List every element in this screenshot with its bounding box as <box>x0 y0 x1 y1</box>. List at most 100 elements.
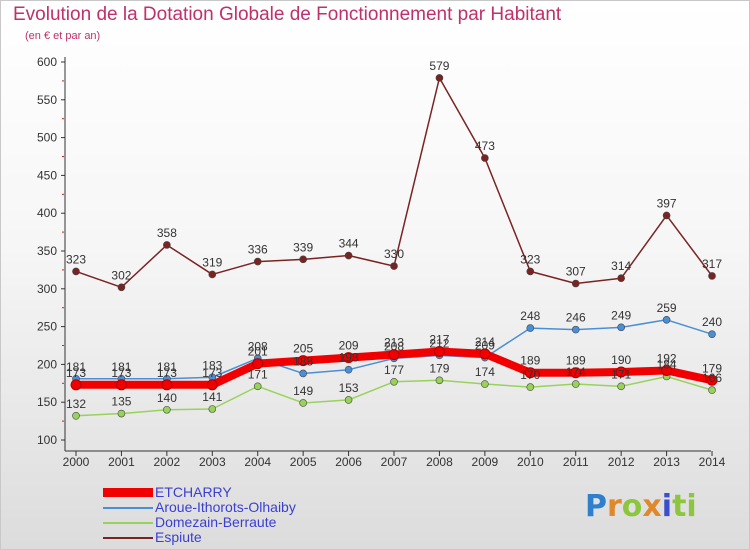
legend-label: Aroue-Ithorots-Olhaiby <box>155 499 296 515</box>
data-label: 189 <box>520 354 540 368</box>
data-label: 323 <box>520 252 540 266</box>
x-tick-label: 2009 <box>472 455 499 469</box>
data-point <box>390 262 398 270</box>
data-label: 205 <box>293 342 313 356</box>
x-tick-label: 2014 <box>699 455 726 469</box>
data-point <box>344 251 353 260</box>
data-label: 141 <box>202 390 222 404</box>
data-point <box>299 399 307 407</box>
data-label: 209 <box>475 339 495 353</box>
data-point <box>481 154 489 162</box>
data-point <box>708 330 716 338</box>
data-point <box>662 315 671 324</box>
data-point <box>299 255 307 264</box>
data-label: 201 <box>248 345 268 359</box>
data-point <box>163 241 171 249</box>
data-point <box>297 355 309 367</box>
y-tick-label: 400 <box>37 206 57 220</box>
data-point <box>433 346 445 358</box>
data-label: 174 <box>566 365 586 379</box>
data-label: 153 <box>339 381 359 395</box>
legend-swatch <box>103 537 153 539</box>
data-point <box>208 405 217 413</box>
data-point <box>708 272 716 280</box>
data-label: 174 <box>475 365 495 379</box>
data-label: 140 <box>157 391 177 405</box>
data-point <box>70 379 82 391</box>
data-label: 170 <box>520 368 540 382</box>
x-tick-label: 2006 <box>335 455 362 469</box>
data-point <box>479 348 491 360</box>
legend-swatch <box>103 507 153 509</box>
y-tick-label: 450 <box>37 168 57 182</box>
data-point <box>253 382 262 391</box>
data-point <box>662 211 671 220</box>
x-tick-label: 2003 <box>199 455 226 469</box>
data-label: 302 <box>111 268 131 282</box>
data-point <box>252 358 264 370</box>
data-label: 248 <box>520 309 540 323</box>
data-label: 181 <box>66 360 86 374</box>
data-point <box>161 379 173 391</box>
proxiti-logo: Proxiti <box>585 489 697 524</box>
data-label: 344 <box>339 237 359 251</box>
x-tick-label: 2007 <box>381 455 408 469</box>
y-tick-label: 100 <box>37 433 57 447</box>
data-label: 135 <box>111 395 131 409</box>
data-label: 184 <box>657 357 677 371</box>
data-label: 171 <box>248 367 268 381</box>
data-label: 181 <box>157 360 177 374</box>
data-label: 319 <box>202 255 222 269</box>
x-tick-label: 2010 <box>517 455 544 469</box>
data-label: 307 <box>566 265 586 279</box>
y-tick-label: 500 <box>37 131 57 145</box>
data-label: 181 <box>111 360 131 374</box>
data-point <box>72 412 80 420</box>
legend-swatch <box>103 488 153 497</box>
data-label: 193 <box>339 351 359 365</box>
data-point <box>615 366 627 378</box>
data-label: 217 <box>429 333 449 347</box>
x-tick-label: 2000 <box>63 455 90 469</box>
x-tick-label: 2012 <box>608 455 635 469</box>
data-point <box>115 379 127 391</box>
data-label: 208 <box>248 339 268 353</box>
data-point <box>708 386 716 394</box>
data-point <box>617 323 625 332</box>
y-tick-label: 250 <box>37 320 57 334</box>
y-tick-label: 150 <box>37 395 57 409</box>
data-label: 171 <box>611 367 631 381</box>
data-point <box>344 365 353 374</box>
data-label: 166 <box>702 371 722 385</box>
data-label: 173 <box>157 366 177 380</box>
data-point <box>481 380 489 388</box>
data-label: 212 <box>429 336 449 350</box>
data-label: 246 <box>566 311 586 325</box>
data-point <box>524 367 536 379</box>
data-label: 189 <box>566 354 586 368</box>
y-tick-label: 600 <box>37 55 57 69</box>
data-point <box>388 349 400 361</box>
data-label: 177 <box>384 363 404 377</box>
data-label: 188 <box>293 354 313 368</box>
data-point <box>299 369 307 378</box>
legend-label: ETCHARRY <box>155 484 232 500</box>
data-point <box>526 324 535 332</box>
data-point <box>117 283 126 292</box>
x-tick-label: 2005 <box>290 455 317 469</box>
data-point <box>526 383 535 391</box>
y-tick-label: 300 <box>37 282 57 296</box>
data-label: 179 <box>429 361 449 375</box>
data-label: 190 <box>611 353 631 367</box>
data-point <box>617 382 625 391</box>
data-label: 323 <box>66 252 86 266</box>
data-point <box>661 364 673 376</box>
x-tick-label: 2013 <box>653 455 680 469</box>
data-label: 208 <box>384 339 404 353</box>
x-tick-label: 2001 <box>108 455 135 469</box>
chart-title: Evolution de la Dotation Globale de Fonc… <box>13 4 562 25</box>
data-label: 240 <box>702 315 722 329</box>
data-point <box>435 74 444 82</box>
